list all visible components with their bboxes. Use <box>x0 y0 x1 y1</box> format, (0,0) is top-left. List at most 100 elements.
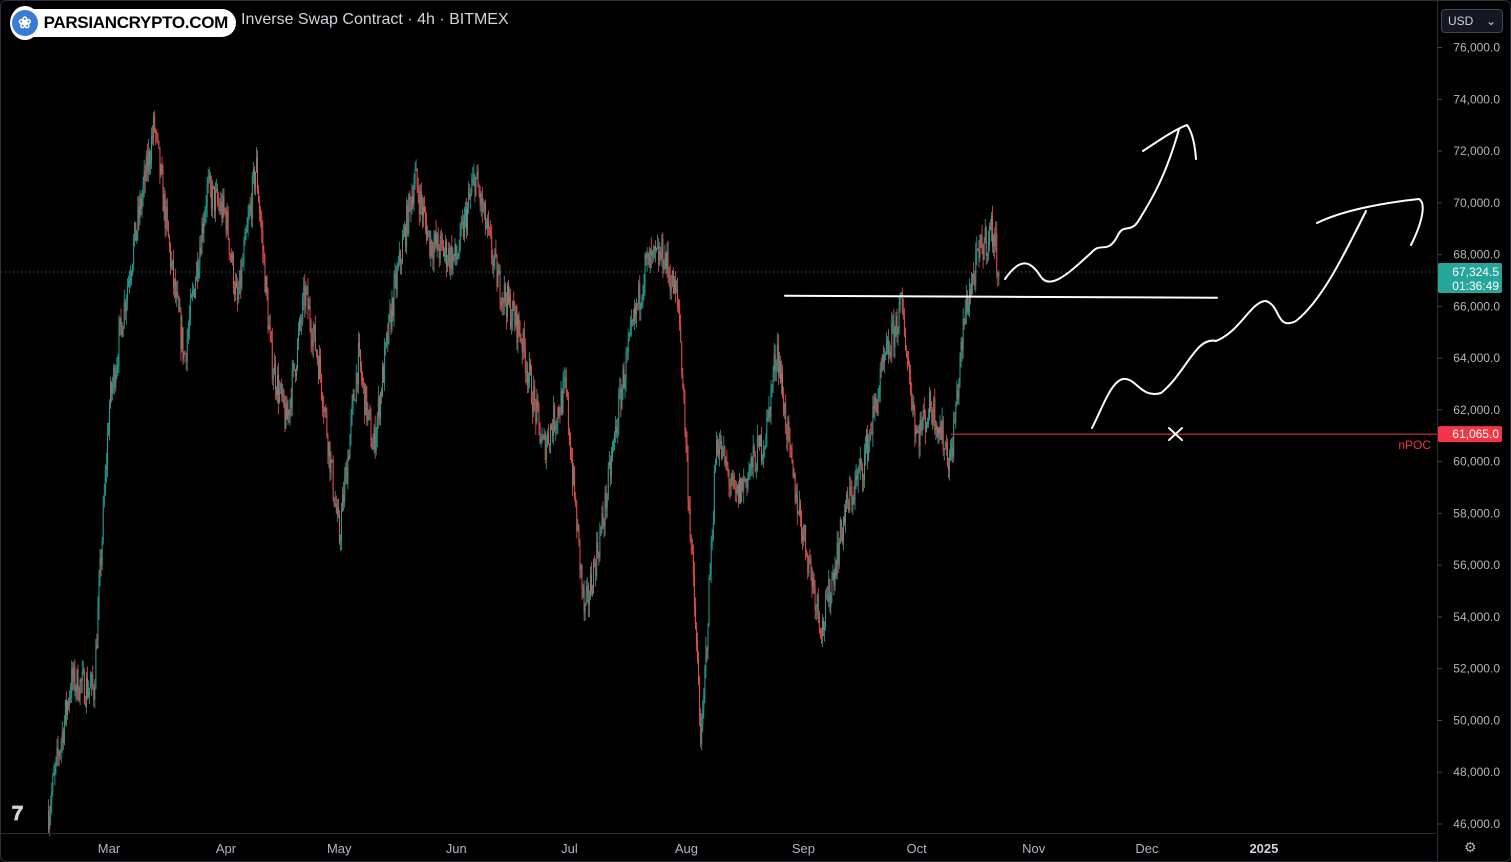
candle-body <box>641 301 643 303</box>
candle-body <box>125 300 127 312</box>
candle-body <box>69 697 71 705</box>
candle-body <box>499 270 501 303</box>
candle-body <box>432 253 434 260</box>
candle-body <box>782 372 784 396</box>
candle-body <box>997 273 999 277</box>
candle-body <box>631 320 633 322</box>
candle-body <box>505 301 507 317</box>
symbol-title[interactable]: Inverse Swap Contract · 4h · BITMEX <box>241 11 509 28</box>
candle-body <box>391 298 393 330</box>
candle-body <box>573 467 575 485</box>
candle-body <box>263 250 265 258</box>
candle-body <box>344 478 346 503</box>
candle-body <box>551 425 553 429</box>
candle-body <box>99 558 101 581</box>
candle-body <box>525 371 527 373</box>
candle-body <box>697 643 698 660</box>
candle-body <box>912 401 914 410</box>
tradingview-logo-icon[interactable]: 𝟕 <box>12 803 24 825</box>
candle-body <box>612 448 613 458</box>
candle-body <box>964 311 966 326</box>
candle-body <box>431 239 433 254</box>
candle-body <box>480 193 482 205</box>
candle-body <box>841 531 843 541</box>
candle-body <box>467 206 469 231</box>
candle-body <box>879 368 881 392</box>
candle-body <box>280 384 282 390</box>
candle-body <box>962 318 964 350</box>
candle-body <box>908 357 910 365</box>
candle-body <box>784 403 786 415</box>
candle-body <box>228 238 230 254</box>
candle-body <box>576 504 578 532</box>
candle-body <box>916 429 918 433</box>
candle-body <box>335 503 337 513</box>
candle-body <box>730 485 732 487</box>
candle-body <box>72 668 74 682</box>
candle-body <box>546 432 548 445</box>
candle-body <box>604 492 606 526</box>
candle-body <box>896 316 898 335</box>
candle-body <box>373 426 375 446</box>
candle-body <box>796 493 798 514</box>
candle-body <box>983 242 985 260</box>
candle-body <box>966 295 968 313</box>
candle-body <box>187 329 189 339</box>
candle-body <box>575 498 577 505</box>
candle-body <box>301 321 303 324</box>
candle-body <box>562 381 564 413</box>
candle-body <box>892 321 894 324</box>
candle-body <box>121 323 123 337</box>
candle-body <box>428 230 430 232</box>
candle-body <box>207 179 209 184</box>
candle-body <box>446 241 448 267</box>
candle-body <box>452 254 454 270</box>
candle-body <box>366 386 368 421</box>
candle-body <box>764 447 766 449</box>
candle-body <box>772 373 774 387</box>
candle-body <box>252 169 254 176</box>
candle-body <box>596 542 598 576</box>
candle-body <box>681 342 683 374</box>
chevron-down-icon: ⌄ <box>1485 14 1496 28</box>
candle-body <box>658 246 660 265</box>
candle-body <box>385 342 387 348</box>
candle-body <box>725 460 727 465</box>
candle-body <box>50 805 52 816</box>
candle-body <box>237 286 239 300</box>
candle-body <box>336 507 338 513</box>
candle-body <box>182 327 184 359</box>
candle-body <box>397 263 399 269</box>
candle-body <box>416 168 418 187</box>
candle-body <box>720 440 722 445</box>
candle-body <box>376 417 378 435</box>
candle-body <box>155 130 157 134</box>
gear-icon[interactable]: ⚙ <box>1464 839 1477 855</box>
candle-body <box>875 397 877 405</box>
candle-body <box>685 431 687 442</box>
candle-body <box>238 293 240 300</box>
candle-body <box>918 431 920 447</box>
candle-body <box>780 361 781 383</box>
drawn-arrow-2 <box>1091 198 1424 429</box>
candle-body <box>691 544 693 552</box>
candle-body <box>166 206 168 222</box>
candle-body <box>823 620 824 630</box>
time-axis-label: May <box>327 841 352 856</box>
candle-body <box>320 355 322 375</box>
candle-body <box>302 298 304 322</box>
candle-body <box>961 341 963 350</box>
parsiancrypto-logo: ❀ PARSIANCRYPTO.COM <box>10 6 236 40</box>
candle-body <box>242 263 244 265</box>
candle-body <box>76 669 78 690</box>
currency-selector[interactable]: USD ⌄ <box>1441 9 1503 33</box>
candle-body <box>651 251 653 256</box>
candle-body <box>216 189 218 191</box>
candle-body <box>977 248 979 251</box>
candle-body <box>55 757 57 769</box>
candle-body <box>847 493 849 502</box>
candle-body <box>203 222 205 233</box>
candle-body <box>956 390 958 405</box>
candle-body <box>162 172 164 212</box>
